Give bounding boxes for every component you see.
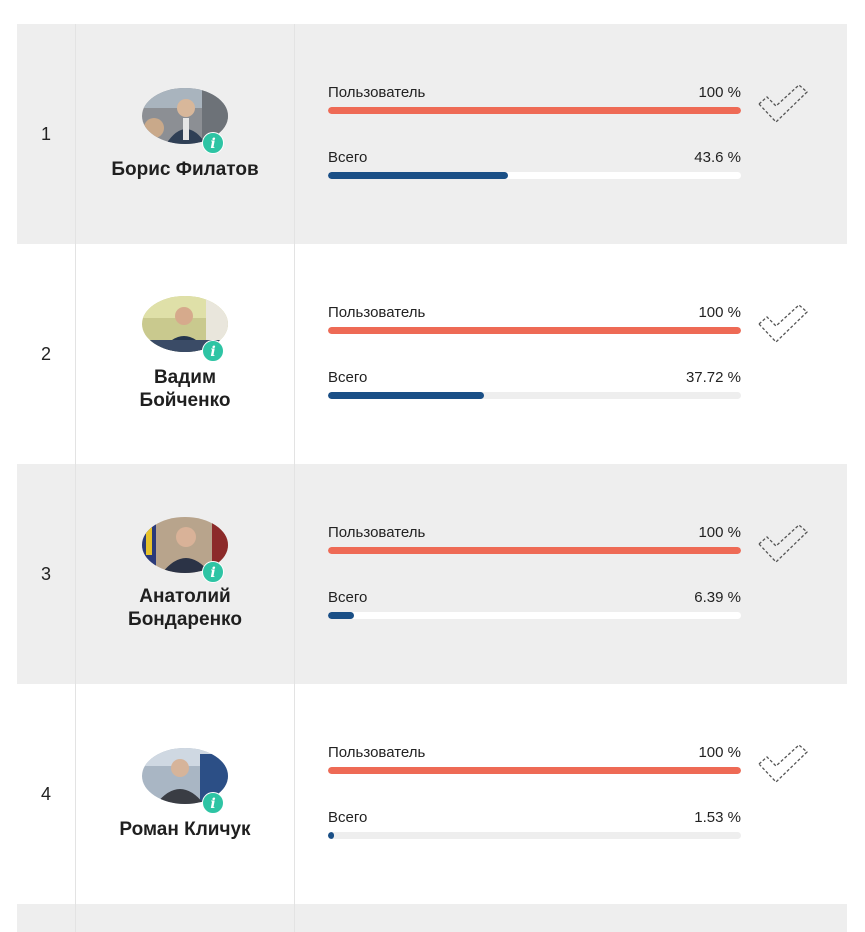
total-progress-fill: [328, 612, 355, 619]
user-stat-label: Пользователь: [328, 304, 426, 321]
avatar-container[interactable]: i: [142, 747, 228, 814]
user-stat: Пользователь 100 %: [328, 524, 741, 554]
avatar-container[interactable]: i: [142, 296, 228, 362]
checkmark-icon[interactable]: [757, 522, 809, 566]
total-progress-track: [328, 612, 741, 619]
user-stat-label: Пользователь: [328, 84, 426, 101]
total-progress-track: [328, 172, 741, 179]
total-stat-value: 6.39 %: [694, 589, 741, 606]
total-stat-value: 43.6 %: [694, 149, 741, 166]
rank-number: 4: [17, 684, 76, 904]
user-progress-fill: [328, 327, 741, 334]
user-progress-track: [328, 327, 741, 334]
checkmark-icon[interactable]: [757, 82, 809, 126]
user-progress-fill: [328, 107, 741, 114]
user-stat-label: Пользователь: [328, 744, 426, 761]
total-progress-fill: [328, 832, 335, 839]
user-stat-value: 100 %: [698, 304, 741, 321]
table-row: 4 i Роман Кличук Пользователь 100 %: [17, 684, 847, 904]
user-progress-track: [328, 767, 741, 774]
user-progress-fill: [328, 767, 741, 774]
table-row: 2 i Вадим Бойченко Пользователь 100 %: [17, 244, 847, 464]
stats-cell: Пользователь 100 % Всего 37.72 %: [295, 244, 847, 464]
user-progress-fill: [328, 547, 741, 554]
rank-number-empty: [17, 904, 76, 932]
stats-cell-empty: [295, 904, 847, 932]
total-progress-track: [328, 392, 741, 399]
person-cell-empty: [76, 904, 295, 932]
ranking-table: 1 i Борис Филатов Пользователь: [17, 24, 847, 932]
rank-number: 2: [17, 244, 76, 464]
person-cell: i Анатолий Бондаренко: [76, 464, 295, 684]
user-stat-value: 100 %: [698, 84, 741, 101]
stats-cell: Пользователь 100 % Всего 6.39 %: [295, 464, 847, 684]
stats-cell: Пользователь 100 % Всего 43.6 %: [295, 24, 847, 244]
user-stat-label: Пользователь: [328, 524, 426, 541]
user-progress-track: [328, 547, 741, 554]
total-stat: Всего 6.39 %: [328, 589, 741, 619]
user-progress-track: [328, 107, 741, 114]
table-row: 1 i Борис Филатов Пользователь: [17, 24, 847, 244]
person-name: Анатолий Бондаренко: [128, 586, 242, 630]
person-cell: i Борис Филатов: [76, 24, 295, 244]
rank-number: 1: [17, 24, 76, 244]
total-stat-label: Всего: [328, 589, 368, 606]
total-progress-fill: [328, 392, 484, 399]
rank-number: 3: [17, 464, 76, 684]
checkmark-icon[interactable]: [757, 302, 809, 346]
total-stat-value: 1.53 %: [694, 809, 741, 826]
person-name: Вадим Бойченко: [139, 367, 231, 411]
total-stat-value: 37.72 %: [685, 369, 741, 386]
avatar-container[interactable]: i: [142, 517, 228, 583]
person-name: Борис Филатов: [111, 158, 259, 180]
info-icon[interactable]: i: [202, 131, 224, 154]
user-stat: Пользователь 100 %: [328, 84, 741, 114]
user-stat-value: 100 %: [698, 744, 741, 761]
total-progress-track: [328, 832, 741, 839]
table-row-partial: [17, 904, 847, 932]
total-stat-label: Всего: [328, 809, 368, 826]
total-progress-fill: [328, 172, 509, 179]
total-stat: Всего 43.6 %: [328, 149, 741, 179]
total-stat: Всего 37.72 %: [328, 369, 741, 399]
user-stat-value: 100 %: [698, 524, 741, 541]
checkmark-icon[interactable]: [757, 742, 809, 786]
info-icon[interactable]: i: [202, 561, 224, 583]
stats-cell: Пользователь 100 % Всего 1.53 %: [295, 684, 847, 904]
table-row: 3 i Анатолий Бондаренко Пользователь: [17, 464, 847, 684]
info-icon[interactable]: i: [202, 791, 224, 814]
user-stat: Пользователь 100 %: [328, 304, 741, 334]
avatar-container[interactable]: i: [142, 87, 228, 154]
user-stat: Пользователь 100 %: [328, 744, 741, 774]
person-cell: i Вадим Бойченко: [76, 244, 295, 464]
total-stat-label: Всего: [328, 369, 368, 386]
person-cell: i Роман Кличук: [76, 684, 295, 904]
total-stat-label: Всего: [328, 149, 368, 166]
total-stat: Всего 1.53 %: [328, 809, 741, 839]
person-name: Роман Кличук: [119, 818, 251, 840]
info-icon[interactable]: i: [202, 340, 224, 362]
avatar[interactable]: [142, 296, 228, 352]
